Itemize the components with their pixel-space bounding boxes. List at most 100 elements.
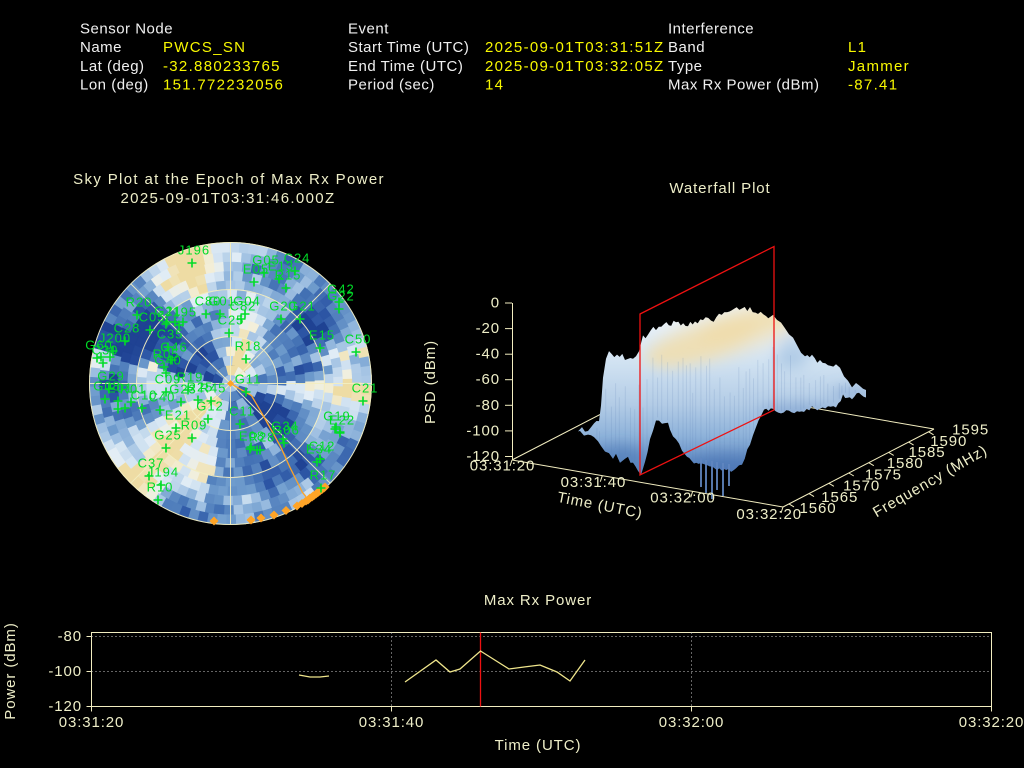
- svg-text:G19: G19: [323, 409, 351, 424]
- svg-text:Period (sec): Period (sec): [348, 77, 435, 94]
- svg-text:C25: C25: [218, 313, 245, 328]
- svg-text:G12: G12: [196, 399, 224, 414]
- svg-text:03:32:00: 03:32:00: [650, 489, 716, 506]
- svg-text:C82: C82: [230, 299, 257, 314]
- svg-text:03:31:20: 03:31:20: [59, 714, 125, 731]
- svg-text:G04: G04: [233, 294, 261, 309]
- svg-text:R15: R15: [275, 268, 302, 283]
- svg-text:Interference: Interference: [668, 21, 754, 38]
- svg-text:E05: E05: [243, 262, 269, 277]
- svg-text:G20: G20: [269, 299, 297, 314]
- svg-text:Band: Band: [668, 39, 705, 56]
- svg-text:C05: C05: [139, 310, 166, 325]
- svg-text:C50: C50: [345, 332, 372, 347]
- svg-text:E22: E22: [329, 413, 355, 428]
- svg-text:-32.880233765: -32.880233765: [163, 58, 281, 75]
- svg-text:PWCS_SN: PWCS_SN: [163, 39, 246, 56]
- svg-text:1580: 1580: [887, 455, 924, 472]
- svg-text:G22: G22: [327, 289, 355, 304]
- svg-text:Waterfall Plot: Waterfall Plot: [669, 180, 770, 197]
- svg-text:-80: -80: [476, 397, 500, 414]
- svg-text:G08: G08: [93, 379, 121, 394]
- svg-text:-40: -40: [476, 346, 500, 363]
- svg-text:R28: R28: [249, 430, 276, 445]
- svg-text:Jammer: Jammer: [848, 58, 910, 75]
- svg-text:C24: C24: [284, 251, 311, 266]
- svg-text:Max Rx Power: Max Rx Power: [484, 592, 592, 609]
- svg-text:C37: C37: [138, 456, 165, 471]
- svg-text:E34: E34: [306, 442, 332, 457]
- svg-text:C40: C40: [149, 390, 176, 405]
- svg-text:E21: E21: [165, 408, 191, 423]
- svg-text:R18: R18: [235, 339, 262, 354]
- svg-text:C28: C28: [114, 321, 141, 336]
- svg-text:-120: -120: [466, 448, 500, 465]
- svg-text:Max Rx Power (dBm): Max Rx Power (dBm): [668, 77, 820, 94]
- svg-text:G11: G11: [235, 372, 262, 387]
- svg-text:L1: L1: [848, 39, 867, 56]
- svg-text:151.772232056: 151.772232056: [163, 77, 284, 94]
- svg-text:C80: C80: [195, 294, 222, 309]
- svg-text:Time (UTC): Time (UTC): [495, 737, 582, 754]
- svg-text:-80: -80: [58, 628, 82, 645]
- svg-text:PSD (dBm): PSD (dBm): [422, 340, 439, 424]
- svg-text:R17: R17: [310, 468, 337, 483]
- svg-text:-87.41: -87.41: [848, 77, 898, 94]
- svg-text:Lon (deg): Lon (deg): [80, 77, 149, 94]
- svg-text:C12: C12: [309, 439, 336, 454]
- svg-text:Lat (deg): Lat (deg): [80, 58, 145, 75]
- svg-text:1585: 1585: [909, 444, 946, 461]
- svg-text:2025-09-01T03:31:51Z: 2025-09-01T03:31:51Z: [485, 39, 664, 56]
- svg-text:Power (dBm): Power (dBm): [2, 622, 19, 719]
- svg-text:Name: Name: [80, 39, 122, 56]
- svg-text:J196: J196: [178, 243, 210, 258]
- svg-text:G01: G01: [208, 294, 236, 309]
- svg-text:R01: R01: [120, 382, 147, 397]
- svg-text:G42: G42: [327, 282, 355, 297]
- svg-text:2025-09-01T03:32:05Z: 2025-09-01T03:32:05Z: [485, 58, 664, 75]
- svg-text:1595: 1595: [952, 422, 989, 439]
- svg-text:Type: Type: [668, 58, 703, 75]
- svg-text:03:32:20: 03:32:20: [736, 506, 802, 523]
- svg-text:G05: G05: [252, 253, 280, 268]
- svg-text:1565: 1565: [821, 489, 858, 506]
- svg-text:C11: C11: [229, 404, 255, 419]
- svg-text:R09: R09: [181, 418, 208, 433]
- svg-text:C09: C09: [155, 372, 182, 387]
- svg-text:Event: Event: [348, 21, 389, 38]
- svg-text:03:32:00: 03:32:00: [659, 714, 725, 731]
- svg-text:G40: G40: [154, 353, 182, 368]
- svg-text:J194: J194: [147, 465, 179, 480]
- svg-text:R05: R05: [153, 347, 180, 362]
- svg-text:G06: G06: [272, 423, 300, 438]
- svg-text:C35: C35: [157, 327, 184, 342]
- svg-text:-100: -100: [48, 663, 82, 680]
- svg-text:G21: G21: [154, 304, 182, 319]
- svg-text:Sensor Node: Sensor Node: [80, 21, 173, 38]
- svg-text:J195: J195: [165, 305, 197, 320]
- svg-text:G34: G34: [271, 419, 299, 434]
- svg-text:1570: 1570: [843, 478, 880, 495]
- svg-text:03:31:40: 03:31:40: [561, 474, 627, 491]
- svg-text:R25: R25: [187, 380, 214, 395]
- svg-text:G21: G21: [288, 299, 316, 314]
- svg-text:C21: C21: [352, 381, 379, 396]
- svg-text:C10: C10: [131, 388, 158, 403]
- svg-text:1575: 1575: [865, 466, 902, 483]
- svg-text:-20: -20: [476, 320, 500, 337]
- svg-text:J200: J200: [99, 331, 131, 346]
- svg-text:R20: R20: [126, 295, 153, 310]
- svg-text:-100: -100: [466, 422, 500, 439]
- svg-text:G23: G23: [169, 382, 197, 397]
- svg-text:14: 14: [485, 77, 504, 94]
- svg-text:G60: G60: [85, 338, 113, 353]
- svg-text:03:31:20: 03:31:20: [470, 458, 536, 475]
- svg-text:G25: G25: [154, 428, 182, 443]
- svg-text:G46: G46: [160, 340, 188, 355]
- svg-text:E08: E08: [239, 429, 265, 444]
- svg-text:E15: E15: [309, 328, 335, 343]
- svg-text:Start Time (UTC): Start Time (UTC): [348, 39, 469, 56]
- svg-text:R19: R19: [177, 370, 204, 385]
- svg-text:End Time (UTC): End Time (UTC): [348, 58, 463, 75]
- svg-text:03:32:20: 03:32:20: [959, 714, 1024, 731]
